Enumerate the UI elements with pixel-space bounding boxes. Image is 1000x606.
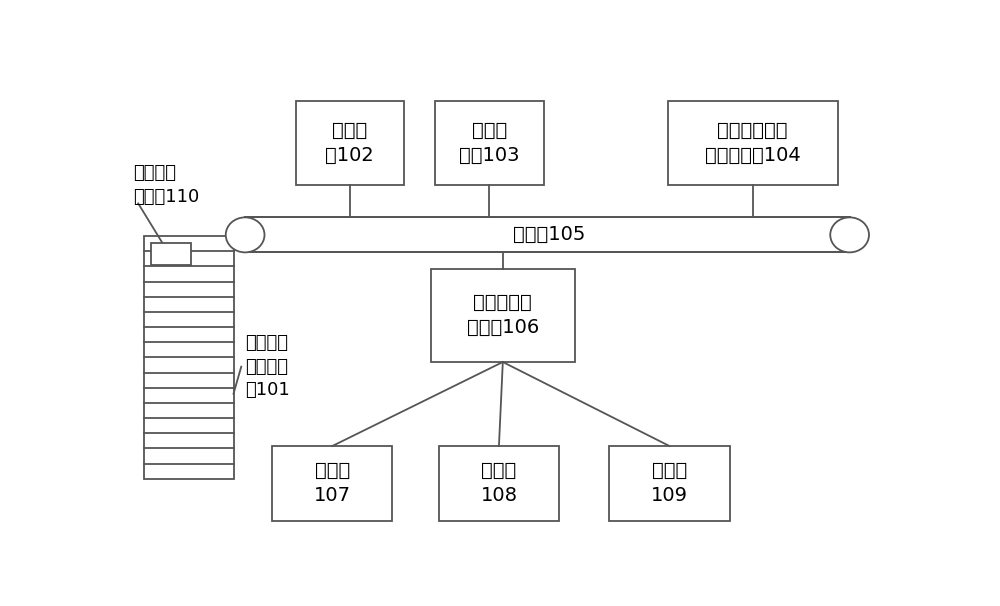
Text: 热释光剂
量计存放
箱101: 热释光剂 量计存放 箱101 bbox=[245, 334, 290, 399]
FancyBboxPatch shape bbox=[272, 446, 392, 521]
Text: 读卡器
109: 读卡器 109 bbox=[651, 461, 688, 505]
FancyBboxPatch shape bbox=[144, 236, 234, 479]
FancyBboxPatch shape bbox=[609, 446, 730, 521]
Ellipse shape bbox=[226, 218, 264, 252]
FancyBboxPatch shape bbox=[296, 101, 404, 185]
FancyBboxPatch shape bbox=[431, 268, 574, 362]
FancyBboxPatch shape bbox=[435, 101, 544, 185]
Text: 中间网105: 中间网105 bbox=[513, 225, 585, 244]
FancyBboxPatch shape bbox=[245, 218, 850, 252]
FancyBboxPatch shape bbox=[668, 101, 838, 185]
Text: 主数据
库102: 主数据 库102 bbox=[325, 121, 374, 165]
Text: 人机交互显
示终端106: 人机交互显 示终端106 bbox=[467, 293, 539, 338]
Text: 热释光剂
量计卡110: 热释光剂 量计卡110 bbox=[133, 164, 199, 205]
FancyBboxPatch shape bbox=[439, 446, 559, 521]
Text: 备份数
据库103: 备份数 据库103 bbox=[459, 121, 520, 165]
Ellipse shape bbox=[830, 218, 869, 252]
Text: 打印机
108: 打印机 108 bbox=[480, 461, 517, 505]
FancyBboxPatch shape bbox=[151, 244, 191, 265]
Text: 扫描仪
107: 扫描仪 107 bbox=[314, 461, 351, 505]
Text: 热释光剂量计
管理服务器104: 热释光剂量计 管理服务器104 bbox=[705, 121, 801, 165]
